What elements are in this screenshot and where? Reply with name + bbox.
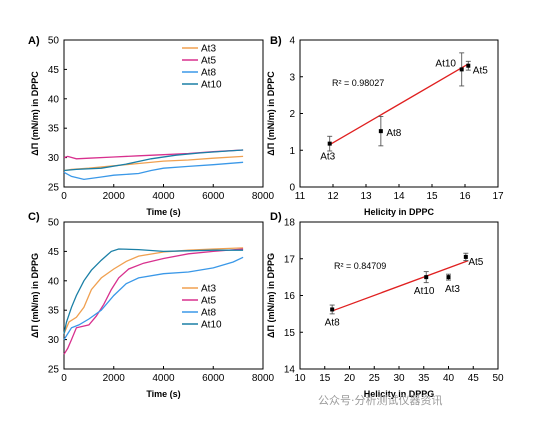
panel-4-x-tick-label: 45	[468, 373, 480, 384]
panel-2-point-at10	[459, 67, 464, 72]
watermark-text: 公众号·分析测试仪器资讯	[318, 394, 443, 407]
panel-2-y-tick-label: 2	[289, 109, 295, 120]
panel-2-y-tick-label: 1	[289, 146, 295, 157]
panel-2-y-tick-label: 3	[289, 72, 295, 83]
panel-1-y-tick-label: 35	[48, 124, 60, 135]
panel-2-x-tick-label: 11	[295, 191, 306, 202]
panel-4-x-tick-label: 25	[369, 373, 381, 384]
panel-1-series-line-at8	[63, 161, 244, 181]
panel-4-x-tick-label: 30	[393, 373, 405, 384]
panel-2-x-tick-label: 14	[393, 191, 405, 202]
panel-4-y-tick-label: 15	[284, 328, 296, 339]
panel-3-label: C)	[28, 211, 40, 223]
panel-2-x-tick-label: 13	[360, 191, 372, 202]
panel-4-x-axis-title: Helicity in DPPG	[364, 389, 435, 399]
panel-4-r-squared-annotation: R² = 0.84709	[334, 261, 386, 271]
panel-1-axes-frame	[63, 39, 264, 188]
panel-3-legend-label-at5: At5	[201, 296, 216, 307]
panel-4-x-tick-label: 40	[443, 373, 455, 384]
panel-1-y-tick-label: 40	[48, 94, 60, 105]
panel-2-x-tick-label: 16	[459, 191, 471, 202]
panel-3-x-tick-label: 2000	[103, 373, 126, 384]
panel-2-y-axis-title: ΔΠ (mN/m) in DPPC	[266, 71, 276, 156]
panel-3-y-tick-label: 45	[48, 247, 60, 258]
panel-3-series-line-at10	[63, 248, 244, 334]
panel-1-y-tick-label: 25	[48, 183, 60, 194]
panel-3-y-tick-label: 25	[48, 365, 60, 376]
panel-2-point-at8	[378, 129, 383, 134]
panel-2-point-at5	[466, 63, 471, 68]
panel-4-x-tick-label: 50	[492, 373, 504, 384]
panel-3-x-tick-label: 6000	[202, 373, 225, 384]
panel-1-y-axis-title: ΔΠ (mN/m) in DPPC	[30, 71, 40, 156]
panel-1-legend-label-at5: At5	[201, 56, 216, 67]
panel-3-y-tick-label: 35	[48, 306, 60, 317]
panel-3-series-line-at5	[63, 248, 244, 355]
panel-1-y-tick-label: 30	[48, 153, 60, 164]
panel-1-legend-label-at3: At3	[201, 44, 216, 55]
panel-2-point-label-at3: At3	[320, 152, 335, 163]
panel-2-x-tick-label: 12	[327, 191, 339, 202]
panel-4-point-label-at3: At3	[445, 284, 460, 295]
panel-4-point-label-at10: At10	[414, 286, 435, 297]
panel-1-x-tick-label: 4000	[152, 191, 175, 202]
panel-2-x-tick-label: 15	[426, 191, 438, 202]
panel-4-y-tick-label: 14	[284, 365, 296, 376]
panel-1-legend-label-at10: At10	[201, 80, 222, 91]
panel-1-x-tick-label: 0	[61, 191, 67, 202]
panel-2-y-tick-label: 0	[289, 183, 295, 194]
panel-4-fit-line	[331, 259, 469, 312]
panel-1-x-axis-title: Time (s)	[146, 207, 180, 217]
panel-3-series-line-at8	[63, 256, 244, 340]
panel-1-x-tick-label: 6000	[202, 191, 225, 202]
panel-4-x-tick-label: 15	[319, 373, 331, 384]
panel-4-x-tick-label: 35	[418, 373, 430, 384]
panel-3-y-tick-label: 40	[48, 276, 60, 287]
panel-4-point-label-at8: At8	[325, 317, 340, 328]
panel-2-y-tick-label: 4	[289, 36, 295, 47]
panel-4-point-at3	[446, 275, 451, 280]
panel-1-series-line-at10	[63, 149, 244, 172]
panel-4-point-at5	[463, 254, 468, 259]
panel-3-legend-label-at3: At3	[201, 284, 216, 295]
panel-4-y-tick-label: 18	[284, 218, 296, 229]
panel-1-x-tick-label: 8000	[252, 191, 275, 202]
panel-2-point-label-at5: At5	[473, 66, 488, 77]
panel-2-x-tick-label: 17	[492, 191, 504, 202]
panel-3-y-tick-label: 50	[48, 218, 60, 229]
panel-2-label: B)	[270, 35, 282, 47]
panel-3-y-tick-label: 30	[48, 335, 60, 346]
panel-3-legend-label-at10: At10	[201, 320, 222, 331]
panel-2-r-squared-annotation: R² = 0.98027	[332, 78, 384, 88]
panel-3-y-axis-title: ΔΠ (mN/m) in DPPG	[30, 253, 40, 338]
panel-2-x-axis-title: Helicity in DPPC	[364, 207, 435, 217]
panel-4-x-tick-label: 20	[344, 373, 356, 384]
panel-4-label: D)	[270, 211, 282, 223]
panel-1-legend-label-at8: At8	[201, 68, 216, 79]
panel-3-x-tick-label: 4000	[152, 373, 175, 384]
panel-4-y-tick-label: 17	[284, 254, 296, 265]
panel-4-x-tick-label: 10	[294, 373, 306, 384]
panel-3-x-axis-title: Time (s)	[146, 389, 180, 399]
panel-4-point-at8	[330, 307, 335, 312]
panel-2-point-at3	[327, 141, 332, 146]
panel-1-x-tick-label: 2000	[103, 191, 126, 202]
panel-4-y-tick-label: 16	[284, 291, 296, 302]
panel-3-x-tick-label: 8000	[252, 373, 275, 384]
panel-1-y-tick-label: 50	[48, 36, 60, 47]
panel-4-axes-frame	[299, 221, 499, 370]
panel-4-y-axis-title: ΔΠ (mN/m) in DPPG	[266, 253, 276, 338]
panel-3-legend-label-at8: At8	[201, 308, 216, 319]
panel-2-point-label-at8: At8	[386, 128, 401, 139]
panel-4-point-label-at5: At5	[468, 257, 483, 268]
panel-2-fit-line	[329, 63, 469, 146]
panel-4-point-at10	[424, 275, 429, 280]
panel-2-point-label-at10: At10	[435, 58, 456, 69]
panel-3-axes-frame	[63, 221, 264, 370]
panel-3-x-tick-label: 0	[61, 373, 67, 384]
panel-1-label: A)	[28, 35, 40, 47]
panel-1-y-tick-label: 45	[48, 65, 60, 76]
